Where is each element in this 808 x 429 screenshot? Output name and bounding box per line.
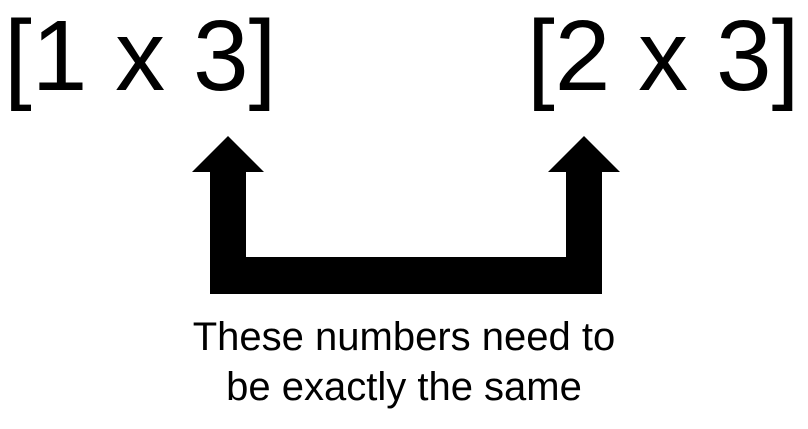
left-dimension-label: [1 x 3]	[4, 0, 277, 112]
caption-line-2: be exactly the same	[226, 365, 582, 409]
caption-line-1: These numbers need to	[192, 315, 616, 359]
connector-shape	[192, 136, 620, 294]
right-dimension-label: [2 x 3]	[527, 0, 800, 112]
caption: These numbers need to be exactly the sam…	[104, 312, 704, 412]
